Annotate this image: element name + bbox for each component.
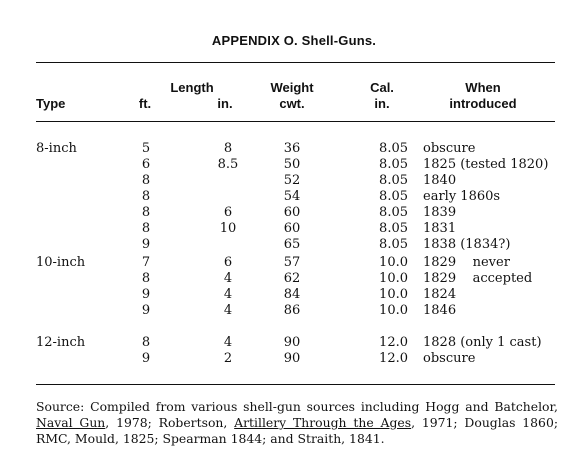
cell-weight: 90 xyxy=(283,351,301,366)
header-caliber-unit: in. xyxy=(374,96,390,111)
cell-ft: 8 xyxy=(141,205,151,220)
cell-when: obscure xyxy=(423,351,476,366)
table-row: 9 4 84 10.0 1824 xyxy=(0,287,588,303)
cell-type: 10-inch xyxy=(36,255,86,270)
cell-ft: 8 xyxy=(141,221,151,236)
source-text: , 1971; Douglas 1860; RMC, Mould, 1825; … xyxy=(36,415,558,446)
table-row: 10-inch 7 6 57 10.0 1829 never xyxy=(0,255,588,271)
cell-ft: 8 xyxy=(141,189,151,204)
source-title-artillery: Artillery Through the Ages xyxy=(234,415,412,430)
cell-caliber: 10.0 xyxy=(379,255,408,270)
cell-when: 1824 xyxy=(423,287,457,302)
cell-caliber: 8.05 xyxy=(379,173,408,188)
header-caliber: Cal. xyxy=(370,80,394,95)
cell-when: 1829 never xyxy=(423,255,510,270)
cell-weight: 90 xyxy=(283,335,301,350)
cell-caliber: 10.0 xyxy=(379,303,408,318)
cell-in: 4 xyxy=(223,271,233,286)
table-row: 9 2 90 12.0 obscure xyxy=(0,351,588,367)
table-row: 8 54 8.05 early 1860s xyxy=(0,189,588,205)
cell-weight: 52 xyxy=(283,173,301,188)
cell-caliber: 8.05 xyxy=(379,141,408,156)
header-introduced: introduced xyxy=(449,96,517,111)
table-row: 9 4 86 10.0 1846 xyxy=(0,303,588,319)
table-row: 8 4 62 10.0 1829 accepted xyxy=(0,271,588,287)
cell-caliber: 12.0 xyxy=(379,351,408,366)
cell-when: 1831 xyxy=(423,221,457,236)
header-weight-unit: cwt. xyxy=(279,96,305,111)
cell-type: 12-inch xyxy=(36,335,86,350)
table-bottom-rule xyxy=(36,384,555,385)
cell-ft: 8 xyxy=(141,335,151,350)
cell-weight: 57 xyxy=(283,255,301,270)
cell-ft: 8 xyxy=(141,173,151,188)
cell-ft: 9 xyxy=(141,303,151,318)
page-title: APPENDIX O. Shell-Guns. xyxy=(211,33,377,48)
cell-when: 1829 accepted xyxy=(423,271,533,286)
cell-when: 1846 xyxy=(423,303,457,318)
table-row: 8-inch 5 8 36 8.05 obscure xyxy=(0,141,588,157)
cell-ft: 9 xyxy=(141,237,151,252)
cell-weight: 65 xyxy=(283,237,301,252)
cell-weight: 60 xyxy=(283,205,301,220)
cell-caliber: 10.0 xyxy=(379,287,408,302)
cell-in: 6 xyxy=(223,255,233,270)
cell-in: 6 xyxy=(223,205,233,220)
cell-weight: 36 xyxy=(283,141,301,156)
cell-in: 2 xyxy=(223,351,233,366)
cell-caliber: 8.05 xyxy=(379,237,408,252)
cell-in: 10 xyxy=(219,221,237,236)
table-top-rule xyxy=(36,62,555,63)
cell-ft: 7 xyxy=(141,255,151,270)
table-row: 9 65 8.05 1838 (1834?) xyxy=(0,237,588,253)
table-header-rule xyxy=(36,121,555,122)
header-when: When xyxy=(465,80,501,95)
source-text: , 1978; Robertson, xyxy=(105,415,235,430)
cell-caliber: 12.0 xyxy=(379,335,408,350)
source-text: Source: Compiled from various shell-gun … xyxy=(36,399,558,414)
cell-when: obscure xyxy=(423,141,476,156)
cell-in: 8.5 xyxy=(217,157,239,172)
cell-ft: 8 xyxy=(141,271,151,286)
cell-when: 1839 xyxy=(423,205,457,220)
header-length-in: in. xyxy=(217,96,233,111)
cell-caliber: 8.05 xyxy=(379,189,408,204)
cell-ft: 9 xyxy=(141,287,151,302)
header-weight: Weight xyxy=(270,80,314,95)
cell-caliber: 10.0 xyxy=(379,271,408,286)
header-length: Length xyxy=(170,80,214,95)
cell-in: 4 xyxy=(223,335,233,350)
cell-type: 8-inch xyxy=(36,141,77,156)
cell-in: 4 xyxy=(223,287,233,302)
header-type: Type xyxy=(36,96,66,111)
cell-when: early 1860s xyxy=(423,189,501,204)
cell-caliber: 8.05 xyxy=(379,157,408,172)
cell-when: 1840 xyxy=(423,173,457,188)
table-row: 6 8.5 50 8.05 1825 (tested 1820) xyxy=(0,157,588,173)
cell-in: 4 xyxy=(223,303,233,318)
cell-ft: 6 xyxy=(141,157,151,172)
table-row: 8 52 8.05 1840 xyxy=(0,173,588,189)
source-title-naval-gun: Naval Gun xyxy=(36,415,106,430)
source-note: Source: Compiled from various shell-gun … xyxy=(36,399,558,447)
cell-weight: 50 xyxy=(283,157,301,172)
cell-when: 1838 (1834?) xyxy=(423,237,511,252)
header-length-ft: ft. xyxy=(138,96,152,111)
cell-caliber: 8.05 xyxy=(379,205,408,220)
cell-caliber: 8.05 xyxy=(379,221,408,236)
cell-weight: 60 xyxy=(283,221,301,236)
cell-weight: 86 xyxy=(283,303,301,318)
cell-weight: 54 xyxy=(283,189,301,204)
cell-weight: 84 xyxy=(283,287,301,302)
cell-ft: 9 xyxy=(141,351,151,366)
table-row: 12-inch 8 4 90 12.0 1828 (only 1 cast) xyxy=(0,335,588,351)
cell-when: 1825 (tested 1820) xyxy=(423,157,549,172)
cell-weight: 62 xyxy=(283,271,301,286)
cell-ft: 5 xyxy=(141,141,151,156)
cell-when: 1828 (only 1 cast) xyxy=(423,335,542,350)
cell-in: 8 xyxy=(223,141,233,156)
table-row: 8 6 60 8.05 1839 xyxy=(0,205,588,221)
table-row: 8 10 60 8.05 1831 xyxy=(0,221,588,237)
